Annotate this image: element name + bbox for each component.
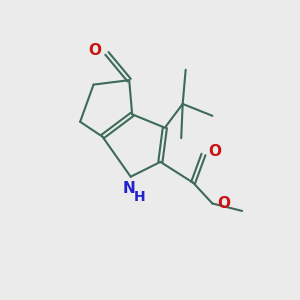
Text: O: O <box>217 196 230 211</box>
Text: O: O <box>88 43 101 58</box>
Text: H: H <box>134 190 146 204</box>
Text: O: O <box>208 144 221 159</box>
Text: N: N <box>123 181 136 196</box>
